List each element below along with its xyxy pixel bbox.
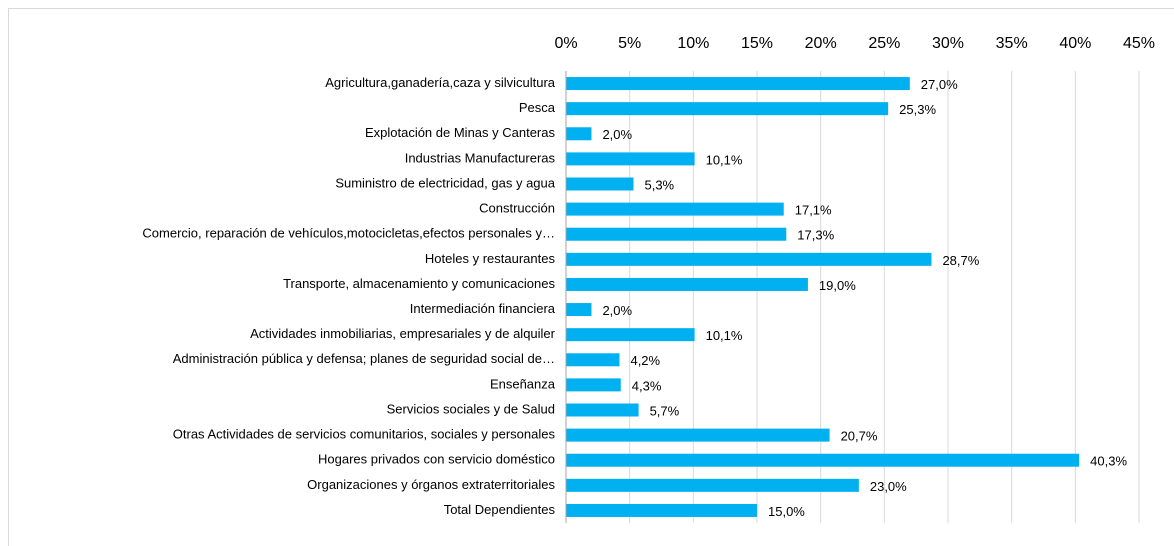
x-tick-label: 30% <box>932 35 964 52</box>
bar <box>566 428 830 442</box>
x-tick-label: 35% <box>996 35 1028 52</box>
y-tick-label: Servicios sociales y de Salud <box>387 401 555 416</box>
bar <box>566 227 787 241</box>
y-tick-label: Hoteles y restaurantes <box>425 251 556 266</box>
value-label: 15,0% <box>768 504 805 519</box>
x-tick-label: 40% <box>1059 35 1091 52</box>
bar <box>566 102 889 116</box>
bar <box>566 478 859 492</box>
x-tick-label: 25% <box>868 35 900 52</box>
value-label: 5,3% <box>644 177 674 192</box>
value-label: 17,1% <box>795 203 832 218</box>
value-label: 2,0% <box>602 127 632 142</box>
bar <box>566 353 620 367</box>
bar <box>566 202 784 216</box>
y-tick-label: Hogares privados con servicio doméstico <box>318 452 555 467</box>
value-label: 4,3% <box>632 378 662 393</box>
y-tick-label: Suministro de electricidad, gas y agua <box>335 175 555 190</box>
x-tick-label: 45% <box>1123 35 1155 52</box>
bar <box>566 453 1080 467</box>
value-label: 27,0% <box>921 77 958 92</box>
bar <box>566 328 695 342</box>
y-tick-label: Agricultura,ganadería,caza y silvicultur… <box>325 75 556 90</box>
y-tick-label: Intermediación financiera <box>410 301 556 316</box>
value-label: 2,0% <box>602 303 632 318</box>
value-label: 40,3% <box>1090 454 1127 469</box>
value-label: 28,7% <box>942 253 979 268</box>
bar <box>566 303 592 317</box>
y-tick-label: Enseñanza <box>490 376 556 391</box>
value-label: 20,7% <box>841 429 878 444</box>
bar <box>566 503 757 517</box>
y-tick-label: Explotación de Minas y Canteras <box>365 125 556 140</box>
value-label: 19,0% <box>819 278 856 293</box>
x-tick-label: 15% <box>741 35 773 52</box>
x-tick-label: 0% <box>554 35 577 52</box>
value-label: 25,3% <box>899 102 936 117</box>
y-tick-label: Industrias Manufactureras <box>405 150 556 165</box>
x-tick-label: 5% <box>618 35 641 52</box>
y-tick-label: Actividades inmobiliarias, empresariales… <box>250 326 556 341</box>
value-label: 23,0% <box>870 479 907 494</box>
y-tick-label: Construcción <box>479 201 555 216</box>
bar <box>566 252 932 266</box>
bar <box>566 77 910 91</box>
x-tick-label: 20% <box>805 35 837 52</box>
y-tick-label: Otras Actividades de servicios comunitar… <box>173 427 556 442</box>
value-label: 5,7% <box>650 403 680 418</box>
y-tick-label: Organizaciones y órganos extraterritoria… <box>307 477 555 492</box>
value-label: 4,2% <box>630 353 660 368</box>
value-label: 10,1% <box>706 328 743 343</box>
bar <box>566 403 639 417</box>
bar <box>566 152 695 166</box>
bar <box>566 277 808 291</box>
bar <box>566 127 592 141</box>
x-tick-label: 10% <box>677 35 709 52</box>
value-label: 17,3% <box>797 228 834 243</box>
y-tick-label: Transporte, almacenamiento y comunicacio… <box>283 276 555 291</box>
chart-frame <box>8 8 1174 546</box>
y-tick-label: Comercio, reparación de vehículos,motoci… <box>142 226 555 241</box>
y-tick-label: Total Dependientes <box>444 502 556 517</box>
bar <box>566 378 621 392</box>
y-tick-label: Administración pública y defensa; planes… <box>173 351 555 366</box>
y-tick-label: Pesca <box>519 100 556 115</box>
bar <box>566 177 634 191</box>
value-label: 10,1% <box>706 152 743 167</box>
